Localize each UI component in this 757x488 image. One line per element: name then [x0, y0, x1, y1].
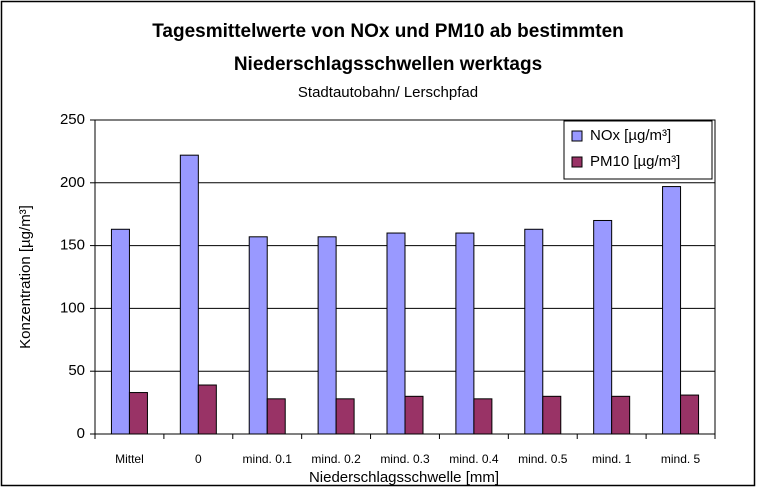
bar — [662, 186, 682, 435]
bar — [266, 398, 286, 435]
x-axis-label: Niederschlagsschwelle [mm] — [309, 469, 499, 486]
legend-label: PM10 [µg/m³] — [590, 153, 680, 170]
bar — [197, 384, 217, 435]
x-tick-label: mind. 0.1 — [243, 452, 293, 466]
x-tick-label: Mittel — [115, 452, 144, 466]
y-tick-label: 0 — [77, 425, 85, 442]
bar — [455, 232, 475, 435]
y-tick-label: 50 — [68, 362, 85, 379]
y-tick-label: 150 — [60, 237, 85, 254]
legend-box — [563, 120, 713, 180]
chart-title: Niederschlagsschwellen werktags — [234, 54, 542, 75]
bar — [680, 394, 700, 435]
bar — [335, 398, 355, 435]
x-tick-label: mind. 0.4 — [449, 452, 499, 466]
bar — [611, 395, 631, 435]
y-tick-label: 250 — [60, 111, 85, 128]
bar — [473, 398, 493, 435]
chart-title: Tagesmittelwerte von NOx und PM10 ab bes… — [152, 21, 624, 42]
x-tick-label: mind. 1 — [592, 452, 632, 466]
y-tick-label: 100 — [60, 299, 85, 316]
bar — [248, 236, 268, 435]
bar — [593, 219, 613, 435]
bar — [110, 228, 130, 435]
legend-swatch — [571, 156, 583, 168]
bar — [542, 395, 562, 435]
bar — [128, 392, 148, 435]
y-tick-label: 200 — [60, 174, 85, 191]
bar — [317, 236, 337, 435]
bar — [179, 154, 199, 435]
legend-label: NOx [µg/m³] — [590, 127, 671, 144]
bar — [404, 395, 424, 435]
bar — [524, 228, 544, 435]
x-tick-label: mind. 0.2 — [311, 452, 361, 466]
legend-swatch — [571, 130, 583, 142]
x-tick-label: 0 — [195, 452, 202, 466]
chart-subtitle: Stadtautobahn/ Lerschpfad — [298, 84, 478, 101]
bar — [386, 232, 406, 435]
x-tick-label: mind. 0.5 — [518, 452, 568, 466]
y-axis-label: Konzentration [µg/m³] — [17, 205, 34, 349]
x-tick-label: mind. 5 — [661, 452, 701, 466]
x-tick-label: mind. 0.3 — [380, 452, 430, 466]
